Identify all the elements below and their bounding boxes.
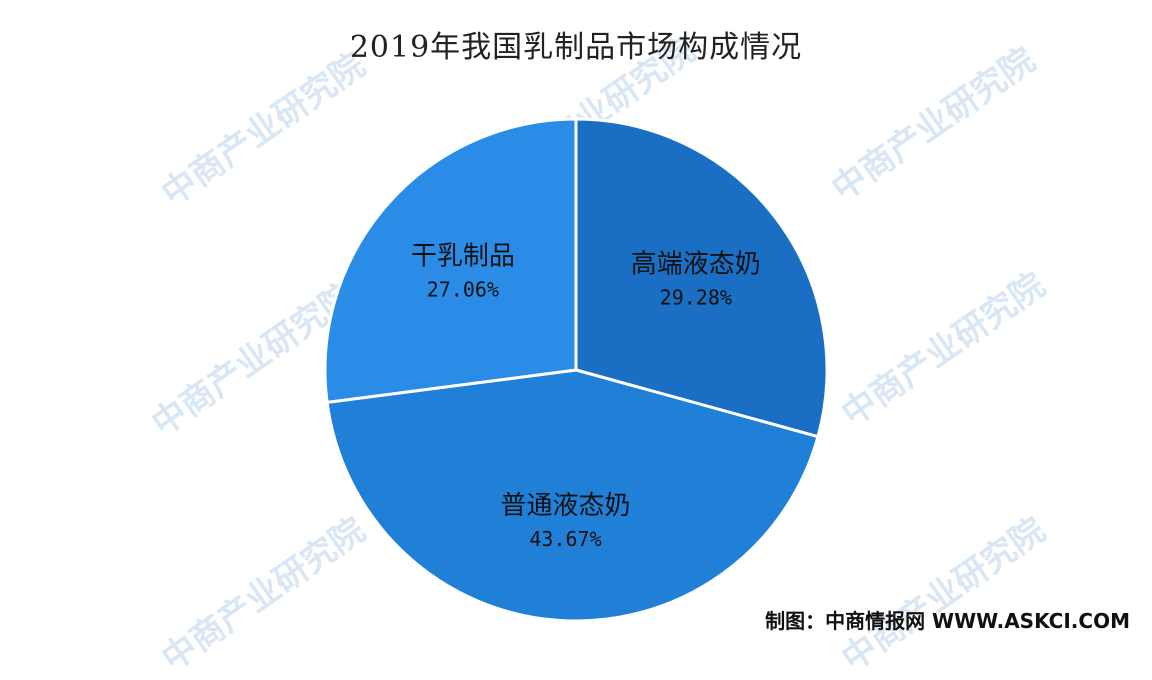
pie-slices [323, 117, 829, 623]
pie-labels: 高端液态奶 29.28% 普通液态奶 43.67% 干乳制品 27.06% [411, 242, 761, 552]
source-credit: 制图：中商情报网 WWW.ASKCI.COM [765, 609, 1130, 633]
pie-slice [574, 117, 829, 439]
slice-label: 普通液态奶 [500, 491, 630, 521]
slice-value-label: 29.28% [660, 286, 732, 310]
slice-value-label: 27.06% [427, 278, 499, 302]
slice-label: 高端液态奶 [631, 250, 761, 280]
chart-title: 2019年我国乳制品市场构成情况 [349, 30, 803, 65]
pie-slice [325, 368, 820, 623]
slice-value-label: 43.67% [529, 527, 601, 551]
slice-label: 干乳制品 [411, 242, 515, 272]
pie-chart: 高端液态奶 29.28% 普通液态奶 43.67% 干乳制品 27.06% [323, 117, 829, 623]
pie-slice [323, 117, 578, 405]
